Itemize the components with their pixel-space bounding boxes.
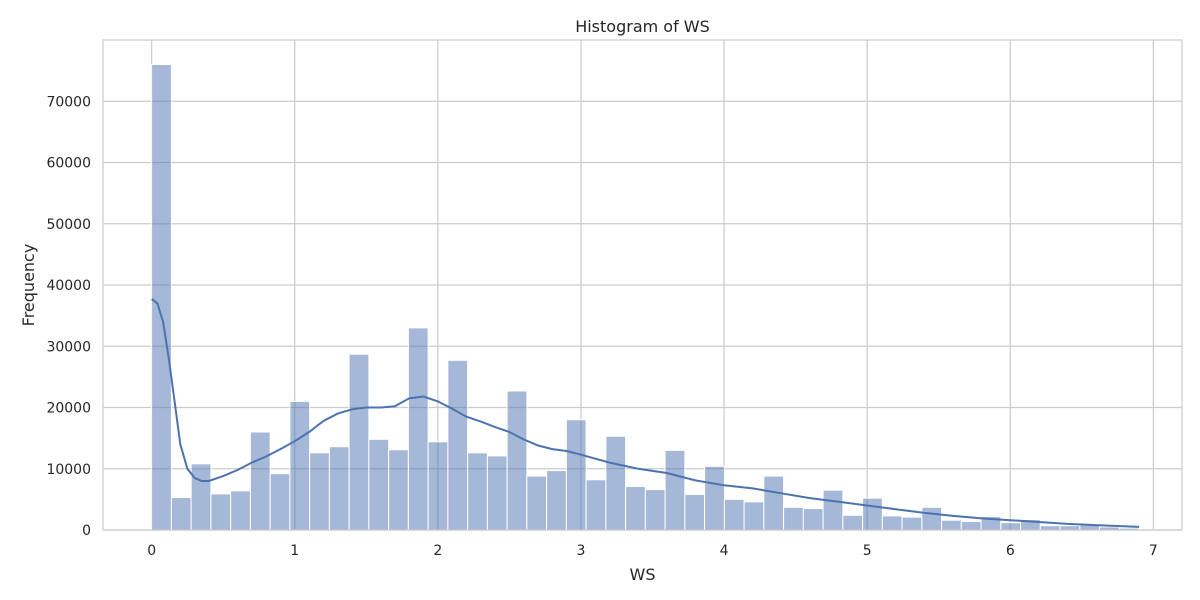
y-tick-label: 50000	[46, 217, 91, 233]
x-tick-label: 2	[433, 543, 442, 559]
histogram-bar	[1000, 522, 1022, 531]
histogram-bar	[170, 497, 192, 531]
x-tick-labels: 0 1 2 3 4 5 6 7	[147, 543, 1158, 559]
histogram-bar	[328, 446, 350, 531]
x-tick-label: 0	[147, 543, 156, 559]
histogram-bar	[802, 508, 824, 531]
histogram-bar	[664, 449, 686, 531]
histogram-bar	[822, 489, 844, 531]
histogram-bar	[230, 490, 251, 531]
histogram-bar	[723, 498, 745, 531]
histogram-bar	[289, 400, 311, 531]
histogram-bar	[467, 452, 488, 531]
histogram-bar	[269, 473, 291, 531]
x-tick-label: 4	[720, 543, 729, 559]
histogram-bar	[506, 390, 528, 531]
histogram-bar	[190, 463, 212, 531]
histogram-bar	[783, 506, 804, 531]
histogram-bar	[743, 501, 765, 531]
histogram-bar	[684, 493, 706, 531]
histogram-bar	[486, 455, 508, 531]
y-tick-label: 20000	[46, 401, 91, 417]
histogram-bar	[249, 431, 271, 531]
histogram-bar	[881, 515, 903, 531]
histogram-bars	[151, 64, 1140, 531]
x-axis-label: WS	[630, 565, 656, 584]
histogram-bar	[1039, 525, 1061, 531]
histogram-bar	[309, 452, 330, 531]
histogram-bar	[546, 470, 567, 531]
histogram-bar	[644, 489, 666, 531]
y-tick-label: 10000	[46, 462, 91, 478]
x-tick-label: 1	[290, 543, 299, 559]
y-tick-label: 30000	[46, 339, 91, 355]
histogram-bar	[625, 486, 646, 531]
y-tick-label: 60000	[46, 156, 91, 172]
histogram-bar	[565, 419, 587, 531]
histogram-bar	[407, 327, 429, 531]
histogram-bar	[151, 64, 172, 531]
histogram-bar	[388, 449, 409, 531]
histogram-bar	[605, 435, 627, 531]
chart-title: Histogram of WS	[575, 17, 710, 36]
histogram-bar	[348, 353, 370, 531]
histogram-bar	[763, 475, 785, 531]
histogram-bar	[210, 493, 232, 531]
histogram-bar	[901, 516, 923, 531]
y-tick-labels: 0 10000 20000 30000 40000 50000 60000 70000	[46, 94, 91, 539]
histogram-bar	[526, 475, 548, 531]
histogram-bar	[368, 438, 390, 531]
histogram-bar	[941, 519, 962, 531]
histogram-bar	[704, 465, 725, 531]
x-tick-label: 5	[863, 543, 872, 559]
histogram-bar	[447, 359, 469, 531]
histogram-bar	[960, 520, 982, 531]
histogram-bar	[921, 506, 943, 531]
y-tick-label: 70000	[46, 94, 91, 110]
kde-curve	[151, 298, 1140, 528]
x-tick-label: 7	[1149, 543, 1158, 559]
x-tick-label: 3	[577, 543, 586, 559]
y-axis-label: Frequency	[19, 244, 38, 327]
plot-frame	[102, 39, 1183, 531]
histogram-bar	[585, 479, 607, 531]
histogram-bar	[427, 441, 449, 531]
histogram-bar	[842, 514, 864, 531]
y-tick-label: 0	[82, 523, 91, 539]
histogram-bar	[862, 497, 883, 531]
y-tick-label: 40000	[46, 278, 91, 294]
histogram-bar	[1059, 525, 1081, 531]
x-tick-label: 6	[1006, 543, 1015, 559]
